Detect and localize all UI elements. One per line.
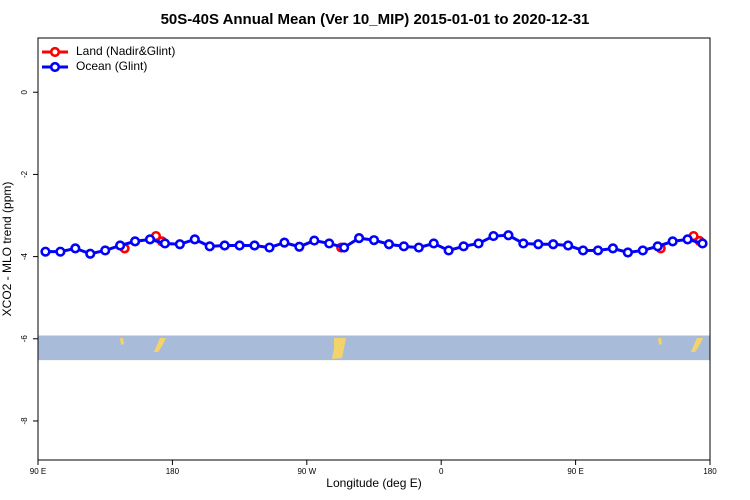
data-point: [413, 242, 424, 253]
data-point: [159, 238, 171, 249]
data-point: [40, 246, 51, 257]
land-patch: [154, 338, 166, 352]
data-point: [518, 238, 529, 249]
data-point: [577, 245, 589, 256]
data-point: [339, 242, 350, 253]
data-point: [219, 240, 230, 251]
data-point: [85, 248, 96, 259]
data-point: [592, 245, 604, 256]
data-point: [264, 242, 275, 253]
legend-marker: [49, 46, 61, 58]
data-point: [488, 230, 499, 242]
data-point: [115, 240, 126, 251]
data-point: [100, 245, 111, 256]
x-axis-label: Longitude (deg E): [326, 476, 421, 490]
legend: Land (Nadir&Glint)Ocean (Glint): [42, 44, 175, 73]
data-point: [234, 240, 245, 251]
data-point: [144, 234, 156, 245]
y-tick-label: -6: [20, 335, 29, 343]
map-band-group: [38, 335, 710, 361]
data-point: [697, 238, 708, 249]
chart-title: 50S-40S Annual Mean (Ver 10_MIP) 2015-01…: [161, 11, 590, 28]
x-tick-label: 180: [166, 467, 180, 476]
y-tick-label: -8: [20, 417, 29, 425]
data-point: [443, 245, 454, 256]
data-point: [129, 236, 141, 247]
data-point: [189, 234, 200, 245]
plot-frame: [37, 37, 711, 461]
x-tick-label: 90 W: [297, 467, 316, 476]
data-point: [368, 235, 380, 246]
map-band: [38, 335, 710, 361]
legend-marker: [49, 61, 61, 73]
land-patches: [120, 338, 703, 359]
data-point: [55, 246, 66, 257]
data-point: [563, 240, 574, 251]
data-point: [324, 238, 335, 249]
data-point: [279, 237, 290, 248]
data-point: [309, 235, 320, 246]
data-point: [70, 243, 81, 254]
y-tick-label: -4: [20, 253, 29, 261]
land-patch: [332, 338, 346, 359]
data-point: [607, 243, 619, 254]
y-tick-label: 0: [20, 89, 29, 94]
land-patch: [691, 338, 703, 352]
data-point: [428, 238, 439, 249]
data-point: [398, 241, 409, 252]
data-point: [533, 239, 544, 250]
data-point: [353, 233, 365, 244]
data-point: [204, 241, 215, 252]
data-point: [294, 241, 305, 252]
data-point: [473, 238, 484, 249]
x-tick-label: 180: [703, 467, 717, 476]
x-tick-label: 0: [439, 467, 444, 476]
legend-label: Ocean (Glint): [76, 59, 147, 73]
data-point: [174, 239, 185, 250]
data-point: [652, 241, 663, 252]
data-point: [622, 247, 633, 258]
data-point: [637, 245, 648, 256]
data-point: [249, 240, 260, 251]
data-point: [383, 239, 395, 250]
x-tick-label: 90 E: [30, 467, 46, 476]
data-point: [548, 239, 559, 250]
land-patch: [658, 338, 662, 345]
legend-label: Land (Nadir&Glint): [76, 44, 175, 58]
data-point: [503, 230, 514, 241]
land-patch: [120, 338, 124, 345]
axes-group: 90 E 180 90 W 0 90 E 180 0 -2 -4 -6 -8: [20, 89, 717, 476]
x-tick-label: 90 E: [567, 467, 583, 476]
y-tick-label: -2: [20, 170, 29, 178]
series-group: [40, 230, 708, 259]
data-point: [667, 236, 678, 247]
data-point: [458, 241, 469, 252]
data-point: [682, 234, 693, 245]
y-axis-label: XCO2 - MLO trend (ppm): [0, 182, 14, 317]
